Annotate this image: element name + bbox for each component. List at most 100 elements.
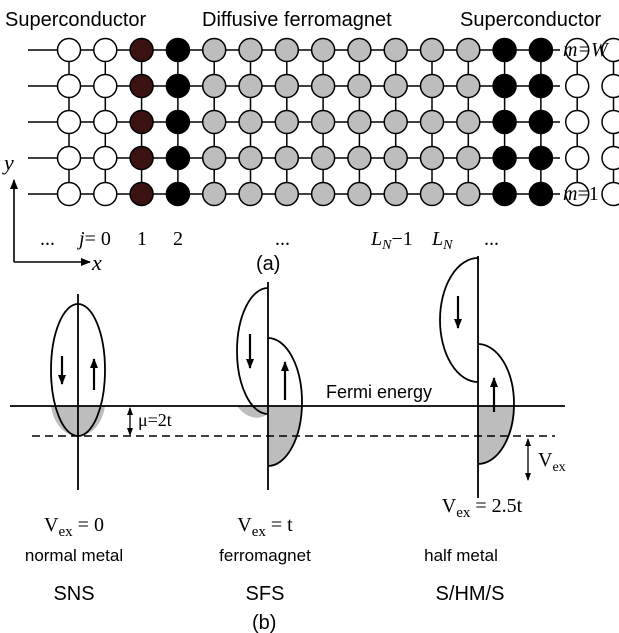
lattice-site-darkred (129, 109, 154, 135)
lattice-site-white (56, 37, 82, 63)
column-label-j0: j= 0 (76, 228, 111, 250)
lattice-site-white (564, 73, 590, 99)
shms-spin-up-outline (477, 343, 515, 465)
lattice-site-black (528, 145, 554, 171)
lattice-site-black (165, 37, 191, 63)
sfs-spin-up-outline (267, 337, 303, 467)
lattice-site-white (93, 73, 118, 99)
lattice-site-gray (201, 37, 227, 63)
lattice-site-gray (347, 73, 372, 99)
lattice-site-gray (310, 37, 336, 63)
lattice-site-black (528, 73, 554, 99)
lattice-site-gray (310, 181, 336, 207)
lattice-site-black (492, 181, 517, 207)
lattice-site-white (601, 73, 619, 99)
lattice-site-gray (456, 181, 481, 207)
lattice-site-gray (238, 145, 263, 171)
lattice-site-white (56, 181, 82, 207)
sfs-junction-label: SFS (246, 583, 285, 605)
lattice-site-white (56, 73, 82, 99)
lattice-site-gray (456, 73, 481, 99)
lattice-site-black (492, 109, 517, 135)
panel-a: Superconductor Diffusive ferromagnet Sup… (2, 9, 619, 275)
shms-spin-down-outline (439, 257, 479, 383)
lattice-site-gray (347, 145, 372, 171)
vex-label: Vex (538, 449, 566, 475)
lattice-site-gray (456, 145, 481, 171)
lattice-site-black (165, 181, 191, 207)
lattice-site-darkred (129, 37, 154, 63)
lattice-site-darkred (129, 145, 154, 171)
lattice-site-gray (310, 109, 336, 135)
sfs-spin-down-filled (237, 406, 268, 418)
lattice-site-white (93, 37, 118, 63)
lattice-site-darkred (129, 73, 154, 99)
coordinate-axes: y x (2, 150, 102, 275)
column-dots-middle: ... (275, 228, 290, 250)
lattice-site-gray (383, 109, 408, 135)
lattice-site-gray (238, 73, 263, 99)
lattice-site-gray (274, 145, 300, 171)
lattice-site-black (528, 109, 554, 135)
lattice-site-black (528, 37, 554, 63)
sns-vex-label: Vex = 0 (44, 514, 104, 540)
lattice-site-white (56, 109, 82, 135)
lattice-site-white (564, 181, 590, 207)
lattice-site-white (93, 181, 118, 207)
row-label-bottom: m=1 (563, 183, 599, 205)
lattice-site-gray (419, 73, 445, 99)
shms-junction-label: S/HM/S (436, 583, 505, 605)
lattice-site-gray (383, 145, 408, 171)
lattice-site-gray (274, 37, 300, 63)
lattice-site-gray (419, 109, 445, 135)
lattice-site-gray (238, 109, 263, 135)
lattice-site-gray (201, 181, 227, 207)
shms-vex-label: Vex = 2.5t (442, 495, 523, 521)
lattice-site-gray (383, 37, 408, 63)
lattice-site-gray (419, 37, 445, 63)
lattice-site-black (492, 37, 517, 63)
sns-junction-label: SNS (53, 583, 94, 605)
lattice-site-white (93, 145, 118, 171)
lattice-site-gray (274, 73, 300, 99)
x-axis-label: x (91, 250, 102, 275)
lattice-site-gray (456, 109, 481, 135)
lattice-site-gray (274, 181, 300, 207)
lattice-site-gray (274, 109, 300, 135)
sfs-spin-down-outline (236, 287, 269, 415)
lattice-site-gray (419, 181, 445, 207)
lattice-site-gray (419, 145, 445, 171)
lattice-site-white (564, 145, 590, 171)
lattice-site-white (601, 181, 619, 207)
case-labels-shms: Vex = 2.5t half metal S/HM/S (424, 495, 523, 605)
mu-label: μ=2t (138, 410, 172, 430)
lattice-site-black (528, 181, 554, 207)
column-label-ln-minus-1: LN−1 (370, 228, 413, 253)
lattice-site-gray (310, 73, 336, 99)
fermi-energy-label: Fermi energy (326, 382, 432, 402)
sns-material-label: normal metal (25, 546, 123, 565)
shms-spin-up-filled (478, 406, 514, 464)
sns-spin-down-filled (51, 406, 78, 437)
lattice-site-white (93, 109, 118, 135)
lattice-site-gray (383, 181, 408, 207)
lattice-site-gray (456, 37, 481, 63)
lattice-site-black (165, 109, 191, 135)
label-ferromagnet: Diffusive ferromagnet (202, 9, 392, 31)
row-label-top: m=W (563, 39, 610, 61)
lattice-site-gray (201, 145, 227, 171)
sns-spin-up-filled (78, 406, 105, 437)
lattice-site-gray (238, 37, 263, 63)
lattice-site-gray (383, 73, 408, 99)
case-labels-sns: Vex = 0 normal metal SNS (25, 514, 123, 605)
lattice-site-gray (201, 73, 227, 99)
sns-density-of-states (50, 294, 106, 490)
lattice-site-gray (238, 181, 263, 207)
lattice-site-black (492, 73, 517, 99)
lattice-sites (56, 37, 619, 207)
sfs-material-label: ferromagnet (219, 546, 311, 565)
column-label-1: 1 (137, 228, 147, 250)
lattice-site-gray (347, 37, 372, 63)
lattice-site-white (564, 37, 590, 63)
